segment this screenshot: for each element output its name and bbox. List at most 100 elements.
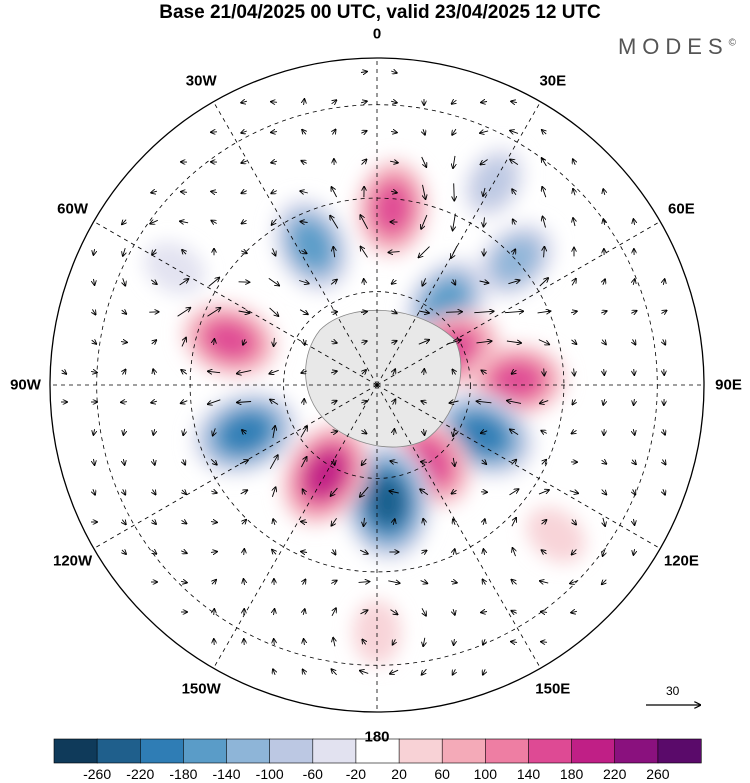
wind-arrow <box>504 311 523 312</box>
colorbar-tick-label: 180 <box>559 766 584 782</box>
wind-arrow <box>603 547 606 556</box>
wind-arrow <box>300 222 308 223</box>
wind-arrow <box>540 581 549 583</box>
wind-arrow <box>332 100 337 104</box>
map-boundary <box>49 57 705 713</box>
wind-arrow <box>242 220 247 223</box>
anomaly-contour <box>292 221 332 269</box>
wind-arrow <box>122 310 127 314</box>
wind-arrow <box>271 191 278 194</box>
wind-arrow <box>390 461 398 463</box>
meridian-line <box>93 221 378 386</box>
wind-arrow <box>480 159 488 165</box>
wind-arrow <box>511 611 517 614</box>
wind-arrow <box>362 458 367 465</box>
wind-arrow <box>360 312 367 313</box>
wind-arrow <box>423 129 425 135</box>
wind-arrow <box>94 458 95 465</box>
longitude-label: 90E <box>715 376 742 394</box>
wind-arrow <box>661 311 666 314</box>
wind-arrow <box>511 580 517 585</box>
wind-arrow <box>454 638 455 645</box>
wind-arrow <box>123 459 124 465</box>
wind-arrow <box>152 340 157 344</box>
wind-arrow <box>542 130 546 134</box>
wind-arrow <box>453 279 456 284</box>
wind-arrow <box>304 639 305 646</box>
wind-arrow <box>330 216 339 229</box>
wind-arrow <box>573 159 575 165</box>
wind-arrow <box>510 429 519 435</box>
wind-arrow <box>214 609 215 616</box>
wind-arrow <box>633 219 634 225</box>
wind-arrow <box>91 371 97 372</box>
wind-arrow <box>122 370 125 375</box>
wind-arrow <box>421 214 428 229</box>
wind-arrow <box>274 337 275 346</box>
wind-arrow <box>268 278 279 285</box>
antarctica-landmass <box>305 309 462 448</box>
wind-arrow <box>237 402 252 403</box>
colorbar-tick-label: 100 <box>473 766 497 782</box>
wind-arrow <box>331 401 336 404</box>
wind-arrow <box>177 308 191 317</box>
wind-arrow <box>543 217 546 228</box>
wind-arrow <box>182 250 186 254</box>
wind-arrow <box>390 101 397 103</box>
wind-arrow <box>301 251 306 254</box>
wind-arrow <box>603 398 605 405</box>
wind-arrow <box>424 428 425 435</box>
longitude-label: 60E <box>668 200 695 218</box>
wind-arrow <box>481 370 487 373</box>
wind-arrow <box>392 280 397 284</box>
colorbar-tick-label: -180 <box>169 766 198 782</box>
wind-arrow <box>358 582 370 583</box>
wind-arrow <box>181 401 188 404</box>
wind-arrow <box>330 431 337 432</box>
wind-arrow <box>332 130 335 135</box>
wind-arrow <box>633 279 635 286</box>
graticule <box>50 58 704 712</box>
wind-arrow <box>300 427 307 438</box>
wind-arrow <box>393 369 395 375</box>
wind-arrow <box>330 581 337 584</box>
wind-arrow <box>241 191 247 194</box>
wind-arrow <box>390 161 398 163</box>
wind-arrow <box>511 642 518 643</box>
wind-arrow <box>602 489 607 495</box>
wind-arrow <box>301 552 308 553</box>
wind-arrow <box>542 550 547 554</box>
wind-arrow <box>153 428 154 435</box>
wind-arrow <box>512 370 517 374</box>
wind-arrow <box>542 158 547 167</box>
anomaly-contour <box>352 599 402 666</box>
wind-arrow <box>181 338 186 347</box>
wind-arrow <box>241 251 247 253</box>
wind-arrow <box>453 549 455 556</box>
colorbar-swatch <box>528 738 573 764</box>
wind-arrow <box>93 489 95 495</box>
wind-arrow <box>632 460 636 465</box>
wind-arrow <box>603 189 605 196</box>
wind-arrow <box>634 518 635 525</box>
wind-arrow <box>300 457 306 468</box>
colorbar-swatch <box>657 738 702 764</box>
wind-arrow <box>207 308 221 317</box>
wind-arrow <box>237 369 252 373</box>
wind-arrow <box>572 430 577 433</box>
wind-arrow <box>544 247 545 258</box>
wind-arrow <box>362 370 366 374</box>
wind-arrow <box>301 161 307 164</box>
wind-arrow <box>451 245 458 258</box>
wind-arrow <box>445 312 462 313</box>
modes-logo: MODES© <box>618 34 736 60</box>
wind-arrow <box>631 311 636 314</box>
colorbar-tick-label: -220 <box>126 766 155 782</box>
wind-arrow <box>181 370 188 374</box>
wind-arrow <box>273 248 276 255</box>
wind-arrow <box>180 221 189 223</box>
wind-arrow <box>302 130 306 135</box>
wind-arrow <box>331 669 337 676</box>
wind-arrow <box>634 398 635 405</box>
wind-arrow <box>481 102 488 103</box>
